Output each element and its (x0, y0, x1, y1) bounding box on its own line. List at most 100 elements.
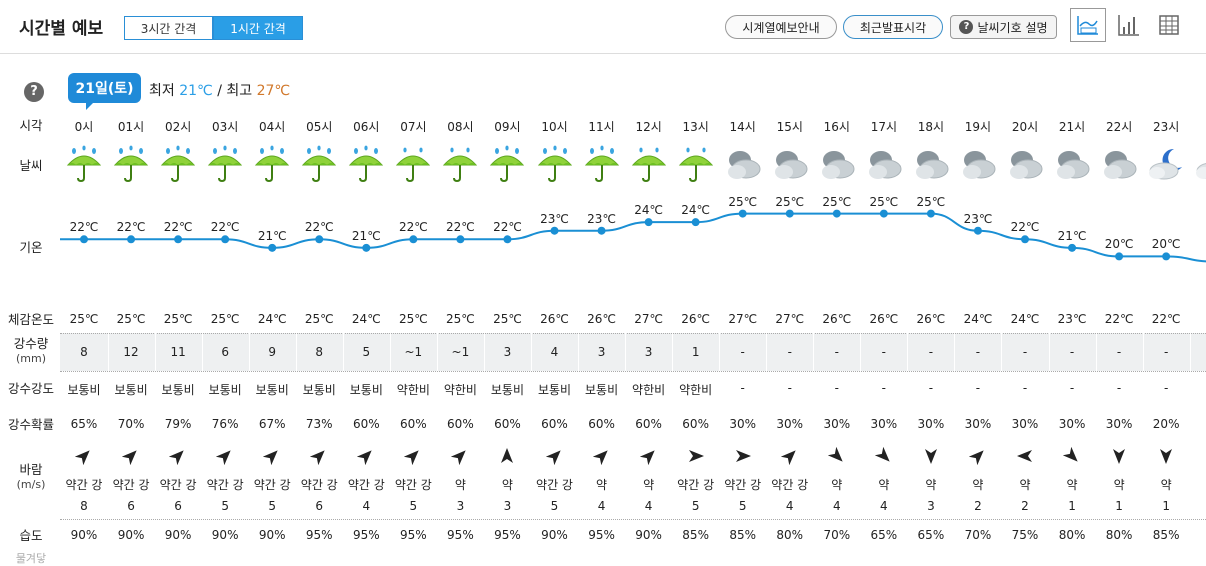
wind-speed-cell: 8 (80, 499, 88, 513)
row-label-precipitation: 강수량 (mm) (0, 336, 62, 366)
probability-cell: 60% (682, 417, 709, 431)
wind-strength-cell: 약간 강 (65, 478, 103, 492)
wind-direction-icon (968, 447, 987, 469)
precip-cell: 4 (550, 345, 559, 359)
rain-umbrella-icon (205, 145, 245, 187)
row-divider (60, 333, 1206, 334)
latest-release-button[interactable]: 최근발표시각 (843, 15, 943, 39)
column-separator (1189, 333, 1191, 371)
feels-like-cell: 25℃ (69, 312, 99, 326)
humidity-cell: 80% (1105, 528, 1133, 542)
min-temp-value: 21℃ (179, 83, 213, 99)
bar-view-button[interactable] (1111, 8, 1147, 42)
intensity-cell: 약한비 (679, 383, 713, 397)
precip-cell: 6 (221, 345, 229, 359)
temperature-label: 21℃ (1057, 228, 1087, 243)
time-cell: 04시 (259, 120, 286, 134)
header-divider (0, 53, 1206, 54)
time-cell: 08시 (447, 120, 474, 134)
feels-like-cell: 22℃ (1104, 312, 1134, 326)
time-cell: 0시 (74, 120, 94, 134)
precip-label: 강수량 (13, 336, 49, 351)
table-view-button[interactable] (1151, 8, 1187, 42)
wind-direction-icon (687, 447, 705, 469)
column-separator (154, 333, 156, 371)
help-icon[interactable]: ? (24, 82, 44, 102)
wind-speed-cell: 5 (268, 499, 276, 513)
legend-button-label: 날씨기호 설명 (977, 20, 1048, 35)
column-separator (860, 333, 862, 371)
temperature-point (691, 218, 700, 227)
wind-strength-cell: 약간 강 (771, 478, 809, 492)
precip-unit: (mm) (15, 352, 46, 365)
humidity-cell: 95% (494, 528, 521, 542)
feels-like-cell: 26℃ (869, 312, 899, 326)
temperature-point (362, 243, 371, 252)
wind-direction-icon (357, 447, 375, 469)
weather-symbol-legend-button[interactable]: ? 날씨기호 설명 (950, 15, 1057, 39)
time-cell: 05시 (306, 120, 333, 134)
wind-direction-icon (1016, 447, 1034, 469)
wind-speed-cell: 5 (221, 499, 229, 513)
temperature-label: 23℃ (587, 211, 616, 226)
column-separator (625, 333, 627, 371)
humidity-cell: 90% (211, 528, 239, 542)
temperature-label: 21℃ (257, 228, 287, 243)
wind-strength-cell: 약간 강 (677, 478, 715, 492)
wind-direction-icon (545, 447, 564, 469)
wind-direction-icon (734, 447, 752, 469)
time-cell: 10시 (541, 120, 568, 134)
feels-like-cell: 22℃ (1151, 312, 1181, 326)
wind-speed-cell: 6 (315, 499, 324, 513)
column-separator (436, 333, 438, 371)
rain-umbrella-icon (158, 145, 198, 187)
wind-speed-cell: 1 (1115, 499, 1123, 513)
time-cell: 17시 (870, 120, 897, 134)
wind-strength-cell: 약 (878, 478, 890, 492)
temperature-label: 22℃ (304, 220, 334, 235)
line-graph-icon (1077, 16, 1098, 35)
tab-3h-interval[interactable]: 3시간 간격 (124, 16, 213, 40)
time-cell: 11시 (588, 120, 615, 134)
wind-speed-cell: 1 (1068, 499, 1076, 513)
wind-speed-cell: 5 (409, 499, 418, 513)
tab-1h-interval[interactable]: 1시간 간격 (213, 16, 303, 40)
column-separator (201, 333, 203, 371)
temperature-point (1068, 243, 1077, 252)
intensity-cell: - (834, 381, 839, 395)
row-label-wind: 바람 (m/s) (0, 462, 62, 492)
humidity-cell: 90% (541, 528, 568, 542)
max-temp-value: 27℃ (256, 83, 291, 99)
precip-cell: - (928, 345, 934, 359)
intensity-cell: - (1163, 381, 1169, 395)
min-label: 최저 (149, 83, 175, 99)
timeseries-guide-button[interactable]: 시계열예보안내 (725, 15, 837, 39)
feels-like-cell: 24℃ (257, 312, 287, 326)
max-label: 최고 (226, 83, 253, 99)
intensity-cell: 보통비 (302, 383, 336, 397)
wind-direction-icon (74, 447, 93, 469)
humidity-cell: 70% (823, 528, 851, 542)
temperature-point (221, 235, 230, 244)
date-badge-pointer (86, 101, 95, 110)
humidity-cell: 90% (117, 528, 145, 542)
humidity-cell: 90% (258, 528, 286, 542)
column-separator (719, 333, 721, 371)
row-label-probability: 강수확률 (7, 417, 54, 432)
probability-cell: 73% (305, 417, 333, 431)
precip-cell: - (834, 345, 839, 359)
time-cell: 18시 (917, 120, 945, 134)
probability-cell: 20% (1152, 417, 1180, 431)
temperature-label: 25℃ (775, 194, 805, 209)
feels-like-cell: 25℃ (446, 312, 475, 326)
graph-view-button[interactable] (1070, 8, 1106, 42)
wind-strength-cell: 약 (972, 478, 984, 492)
probability-cell: 30% (1058, 417, 1086, 431)
wind-speed-cell: 2 (1021, 499, 1029, 513)
column-separator (107, 333, 109, 371)
feels-like-cell: 24℃ (963, 312, 993, 326)
humidity-cell: 90% (164, 528, 192, 542)
cloudy-moon-icon (1146, 145, 1186, 187)
wind-direction-icon (780, 447, 799, 469)
temperature-point (785, 209, 794, 218)
